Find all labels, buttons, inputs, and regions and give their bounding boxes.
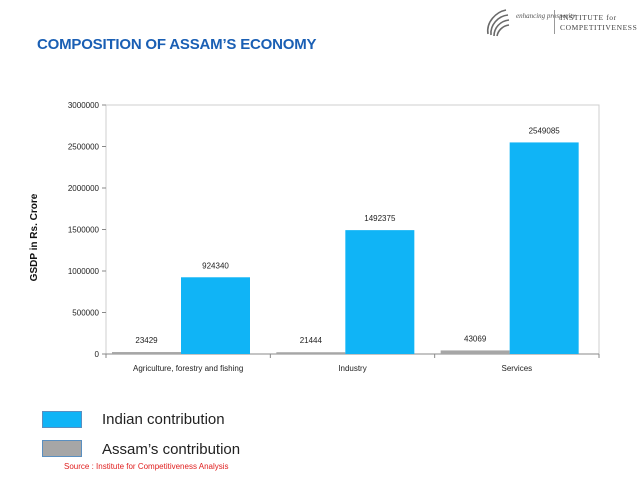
logo-tagline: enhancing prosperity bbox=[516, 12, 576, 20]
page-title: COMPOSITION OF ASSAM’S ECONOMY bbox=[37, 36, 317, 53]
data-label: 1492375 bbox=[364, 214, 396, 223]
x-tick-label: Agriculture, forestry and fishing bbox=[133, 364, 243, 373]
source-note: Source : Institute for Competitiveness A… bbox=[64, 462, 229, 471]
legend-swatch-assam bbox=[42, 440, 82, 457]
logo-institute-name: INSTITUTE for COMPETITIVENESS bbox=[560, 13, 638, 32]
y-tick-label: 500000 bbox=[72, 309, 99, 318]
legend-label-indian: Indian contribution bbox=[102, 411, 225, 428]
y-axis-title: GSDP in Rs. Crore bbox=[29, 193, 40, 281]
data-label: 43069 bbox=[464, 334, 487, 343]
y-tick-label: 1500000 bbox=[68, 226, 100, 235]
x-tick-label: Services bbox=[501, 364, 532, 373]
swirl-logo-icon bbox=[486, 9, 510, 37]
legend-swatch-indian bbox=[42, 411, 82, 428]
bar-indian bbox=[509, 142, 579, 354]
y-tick-label: 0 bbox=[95, 350, 100, 359]
logo-divider bbox=[554, 10, 555, 34]
legend-label-assam: Assam’s contribution bbox=[102, 441, 241, 458]
x-tick-label: Industry bbox=[338, 364, 366, 373]
institute-logo: enhancing prosperity INSTITUTE for COMPE… bbox=[482, 4, 637, 40]
y-tick-label: 2000000 bbox=[68, 184, 100, 193]
y-tick-label: 3000000 bbox=[68, 101, 100, 110]
data-label: 21444 bbox=[300, 336, 323, 345]
data-label: 924340 bbox=[202, 261, 229, 270]
bar-assam bbox=[112, 352, 181, 354]
data-label: 2549085 bbox=[529, 126, 561, 135]
bar-assam bbox=[440, 350, 510, 354]
data-label: 23429 bbox=[135, 336, 158, 345]
y-tick-label: 2500000 bbox=[68, 143, 100, 152]
bar-indian bbox=[345, 230, 415, 354]
bar-assam bbox=[276, 352, 346, 354]
bar-indian bbox=[181, 277, 250, 354]
y-tick-label: 1000000 bbox=[68, 267, 100, 276]
